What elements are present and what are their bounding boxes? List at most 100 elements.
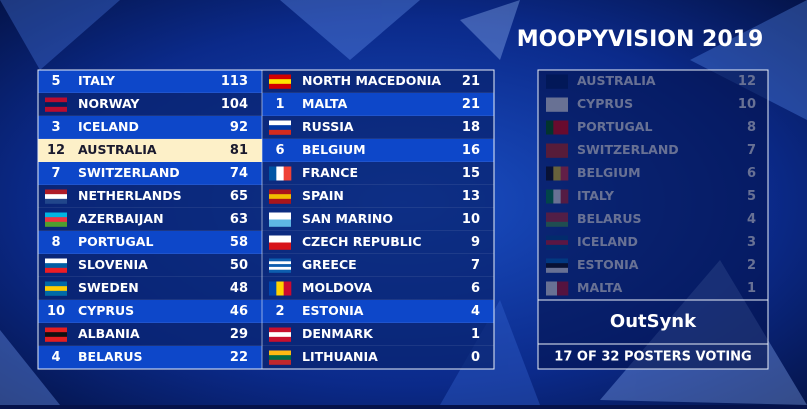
total-score: 74 (230, 166, 248, 181)
row-separator (262, 138, 494, 139)
country-name: SAN MARINO (302, 211, 393, 226)
flag-stripe (45, 198, 67, 204)
total-score: 7 (471, 258, 480, 273)
flag-stripe (45, 106, 67, 112)
row-background (38, 116, 262, 139)
country-name: FRANCE (302, 165, 358, 180)
row-background (38, 139, 262, 162)
total-score: 1 (471, 327, 480, 342)
points-received: 5 (51, 74, 60, 89)
row-background (262, 300, 494, 323)
country-name: GREECE (302, 257, 357, 272)
row-background (262, 116, 494, 139)
flag-stripe (269, 261, 291, 265)
flag-stripe (45, 263, 67, 269)
points-received: 2 (275, 304, 284, 319)
flag-stripe (45, 102, 67, 108)
total-score: 65 (230, 189, 248, 204)
total-score: 18 (462, 120, 480, 135)
row-background (262, 162, 494, 185)
row-background (38, 70, 262, 93)
flag-stripe (45, 258, 67, 264)
points-received: 1 (275, 97, 284, 112)
total-score: 29 (230, 327, 248, 342)
voter-name: OutSynk (610, 311, 697, 332)
row-separator (38, 253, 262, 254)
total-score: 22 (230, 350, 248, 365)
country-name: CZECH REPUBLIC (302, 234, 422, 249)
flag-stripe (269, 264, 291, 268)
country-name: SLOVENIA (78, 257, 148, 272)
total-score: 113 (221, 74, 248, 89)
total-score: 6 (471, 281, 480, 296)
flag-stripe (45, 332, 67, 338)
flag-stripe (269, 219, 291, 227)
points-received: 12 (47, 143, 65, 158)
row-background (38, 346, 262, 369)
row-separator (38, 276, 262, 277)
row-separator (262, 322, 494, 323)
flag-stripe (269, 83, 291, 89)
row-separator (38, 207, 262, 208)
total-score: 63 (230, 212, 248, 227)
country-name: ESTONIA (302, 303, 364, 318)
flag-stripe (45, 212, 67, 218)
row-separator (38, 299, 262, 300)
row-background (38, 93, 262, 116)
total-score: 104 (221, 97, 248, 112)
country-name: ICELAND (78, 119, 139, 134)
flag-stripe (269, 120, 291, 126)
row-separator (38, 115, 262, 116)
row-separator (262, 161, 494, 162)
total-score: 21 (462, 97, 480, 112)
row-background (38, 231, 262, 254)
row-background (38, 162, 262, 185)
row-separator (38, 92, 262, 93)
total-score: 92 (230, 120, 248, 135)
total-score: 10 (462, 212, 480, 227)
points-received: 6 (275, 143, 284, 158)
total-score: 58 (230, 235, 248, 250)
flag-stripe (45, 267, 67, 273)
points-received: 8 (51, 235, 60, 250)
country-name: BELARUS (78, 349, 142, 364)
row-background (38, 300, 262, 323)
flag-stripe (269, 129, 291, 135)
flag-stripe (45, 286, 67, 292)
total-score: 13 (462, 189, 480, 204)
votes-frame (537, 69, 769, 370)
row-separator (262, 299, 494, 300)
flag-stripe (269, 198, 291, 204)
row-background (262, 254, 494, 277)
row-background (262, 208, 494, 231)
flag-stripe (269, 332, 291, 338)
row-separator (38, 161, 262, 162)
flag-stripe (45, 327, 67, 333)
flag-stripe (269, 355, 291, 361)
row-background (38, 185, 262, 208)
row-separator (38, 138, 262, 139)
total-score: 21 (462, 74, 480, 89)
flag-stripe (45, 97, 67, 103)
total-score: 16 (462, 143, 480, 158)
row-background (262, 231, 494, 254)
flag-stripe (276, 281, 284, 296)
flag-stripe (269, 359, 291, 365)
row-separator (262, 115, 494, 116)
country-name: ALBANIA (78, 326, 140, 341)
flag-stripe (269, 269, 291, 273)
row-separator (38, 322, 262, 323)
row-separator (262, 230, 494, 231)
row-separator (262, 207, 494, 208)
row-background (38, 208, 262, 231)
country-name: LITHUANIA (302, 349, 378, 364)
points-received: 4 (51, 350, 60, 365)
flag-stripe (269, 194, 291, 200)
total-score: 48 (230, 281, 248, 296)
row-background (262, 70, 494, 93)
row-background (262, 93, 494, 116)
country-name: BELGIUM (302, 142, 366, 157)
total-score: 0 (471, 350, 480, 365)
row-separator (262, 253, 494, 254)
